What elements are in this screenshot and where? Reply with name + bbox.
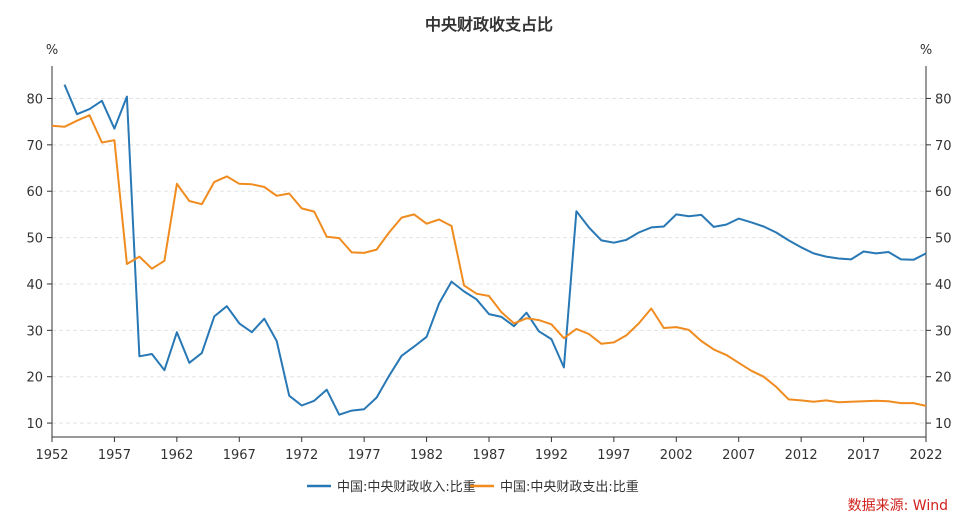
y-tick-label-right: 20 [935, 371, 952, 386]
y-unit-left: % [46, 43, 58, 58]
y-tick-label-right: 50 [935, 232, 952, 247]
x-tick-label: 2022 [909, 448, 942, 463]
y-tick-label-left: 70 [26, 139, 43, 154]
x-tick-label: 2017 [847, 448, 880, 463]
x-tick-label: 1977 [348, 448, 381, 463]
axes [51, 66, 927, 438]
y-tick-label-right: 60 [935, 185, 952, 200]
x-tick-label: 1987 [472, 448, 505, 463]
y-tick-label-left: 30 [26, 324, 43, 339]
y-tick-label-left: 50 [26, 232, 43, 247]
gridlines [52, 97, 926, 424]
x-tick-label: 1952 [35, 448, 68, 463]
series-lines [51, 84, 927, 416]
x-tick-label: 1972 [285, 448, 318, 463]
series-line-expenditure [51, 114, 927, 407]
x-tick-label: 2002 [660, 448, 693, 463]
x-tick-label: 1967 [223, 448, 256, 463]
legend-label: 中国:中央财政收入:比重 [337, 479, 476, 495]
x-axis-ticks: 1952 1957 1962 1967 1972 1977 1982 1987 1992 1997… [35, 437, 943, 463]
legend-item-revenue[interactable]: 中国:中央财政收入:比重 [307, 479, 476, 495]
y-tick-label-right: 70 [935, 139, 952, 154]
y-tick-label-left: 80 [26, 92, 43, 107]
legend[interactable]: 中国:中央财政收入:比重 中国:中央财政支出:比重 [307, 479, 639, 495]
y-tick-label-right: 10 [935, 417, 952, 432]
x-tick-label: 1992 [535, 448, 568, 463]
series-line-revenue [63, 84, 927, 416]
x-tick-label: 1957 [98, 448, 131, 463]
data-source: 数据来源: Wind [848, 498, 948, 514]
x-tick-label: 2012 [785, 448, 818, 463]
legend-label: 中国:中央财政支出:比重 [500, 479, 639, 495]
y-unit-right: % [920, 43, 932, 58]
x-tick-label: 1962 [160, 448, 193, 463]
legend-item-expenditure[interactable]: 中国:中央财政支出:比重 [470, 479, 639, 495]
x-tick-label: 1982 [410, 448, 443, 463]
y-tick-label-right: 80 [935, 92, 952, 107]
chart-title: 中央财政收支占比 [425, 15, 553, 34]
x-tick-label: 2007 [722, 448, 755, 463]
y-tick-label-left: 10 [26, 417, 43, 432]
x-tick-label: 1997 [597, 448, 630, 463]
y-axis-ticks: 10 10 20 20 30 30 40 40 50 50 60 60 70 70 80 80 [26, 92, 951, 432]
y-tick-label-right: 40 [935, 278, 952, 293]
y-tick-label-left: 60 [26, 185, 43, 200]
y-tick-label-left: 20 [26, 371, 43, 386]
y-tick-label-right: 30 [935, 324, 952, 339]
y-tick-label-left: 40 [26, 278, 43, 293]
